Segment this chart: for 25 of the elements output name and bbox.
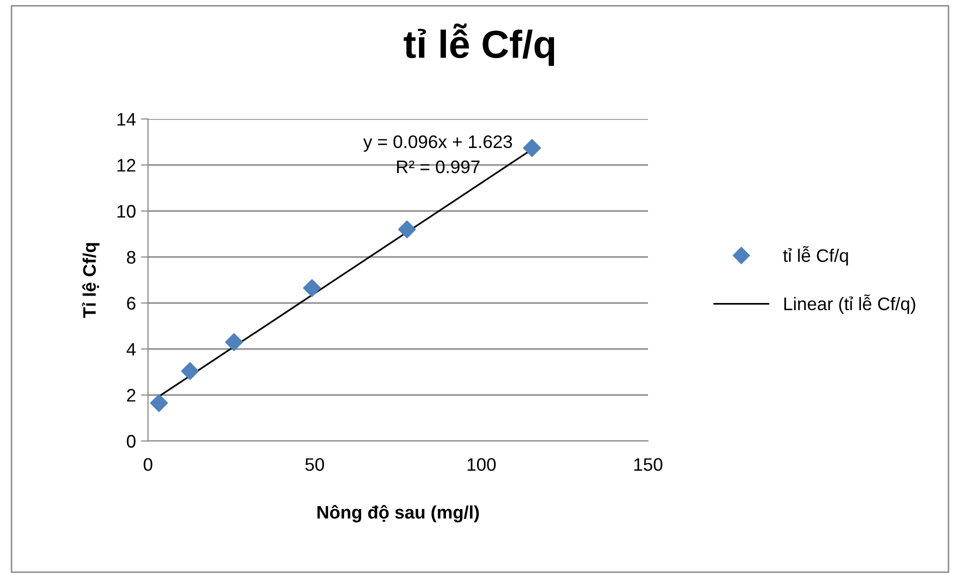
legend-label: tỉ lễ Cf/q (783, 246, 848, 266)
annotation: y = 0.096x + 1.623 (363, 135, 512, 152)
point (225, 333, 243, 352)
y-axis-title: Tỉ lệ Cf/q (82, 243, 100, 318)
y-tick-label: 6 (127, 296, 136, 310)
x-axis-title: Nông độ sau (mg/l) (317, 505, 479, 522)
annotation: R² = 0.997 (397, 160, 480, 174)
y-tick-label: 2 (127, 388, 136, 402)
x-tick-label: 100 (468, 458, 496, 471)
y-tick-label: 10 (117, 204, 136, 218)
point (150, 394, 168, 412)
y-tick-label: 14 (117, 113, 136, 126)
point (303, 279, 321, 297)
legend-label: Linear (tỉ lễ Cf/q) (784, 294, 916, 314)
x-tick-label: 50 (305, 458, 324, 471)
x-tick-label: 150 (634, 458, 662, 471)
point (181, 362, 199, 380)
point (398, 220, 416, 238)
x-tick-label: 0 (144, 458, 152, 471)
y-tick-label: 8 (126, 250, 136, 264)
y-tick-label: 12 (117, 158, 136, 172)
y-tick-label: 4 (126, 343, 136, 356)
y-tick-label: 0 (126, 434, 136, 448)
point (523, 139, 541, 157)
chart-title: tỉ lễ Cf/q (404, 23, 554, 66)
